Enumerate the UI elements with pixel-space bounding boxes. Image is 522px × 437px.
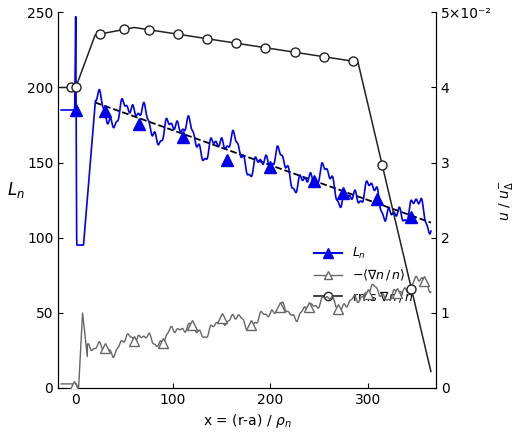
Y-axis label: $u\ /\ u_{\Delta}^{-}$: $u\ /\ u_{\Delta}^{-}$ — [497, 180, 515, 221]
X-axis label: x = (r-a) / $\rho_n$: x = (r-a) / $\rho_n$ — [203, 412, 291, 430]
Legend: $L_n$, $-\langle\nabla n\,/\,n\rangle$, rms $\nabla n\,/\,n$: $L_n$, $-\langle\nabla n\,/\,n\rangle$, … — [309, 241, 418, 309]
Y-axis label: $L_n$: $L_n$ — [7, 180, 25, 200]
